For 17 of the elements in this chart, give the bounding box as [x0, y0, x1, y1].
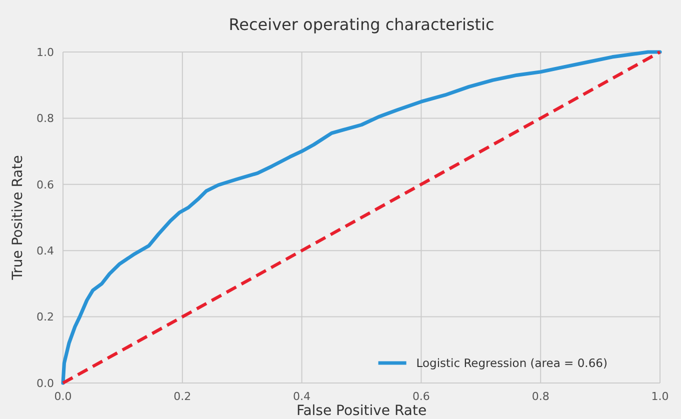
y-tick-label: 0.8: [36, 112, 54, 126]
y-tick-label: 1.0: [36, 46, 54, 59]
y-tick-label: 0.6: [36, 178, 54, 192]
y-tick-label: 0.4: [36, 244, 54, 258]
x-tick-label: 0.6: [412, 390, 430, 403]
y-axis-title: True Positive Rate: [10, 155, 26, 281]
x-tick-label: 0.2: [174, 390, 192, 403]
x-tick-label: 0.4: [293, 390, 311, 403]
legend-label: Logistic Regression (area = 0.66): [416, 356, 608, 370]
x-axis-title: False Positive Rate: [296, 403, 427, 419]
x-tick-label: 0.8: [532, 390, 550, 403]
chart-title: Receiver operating characteristic: [228, 15, 494, 34]
x-tick-label: 1.0: [651, 390, 669, 403]
line-series: [61, 50, 662, 385]
y-tick-label: 0.0: [36, 376, 54, 390]
x-tick-label: 0.0: [54, 390, 72, 403]
y-tick-label: 0.2: [36, 310, 54, 324]
